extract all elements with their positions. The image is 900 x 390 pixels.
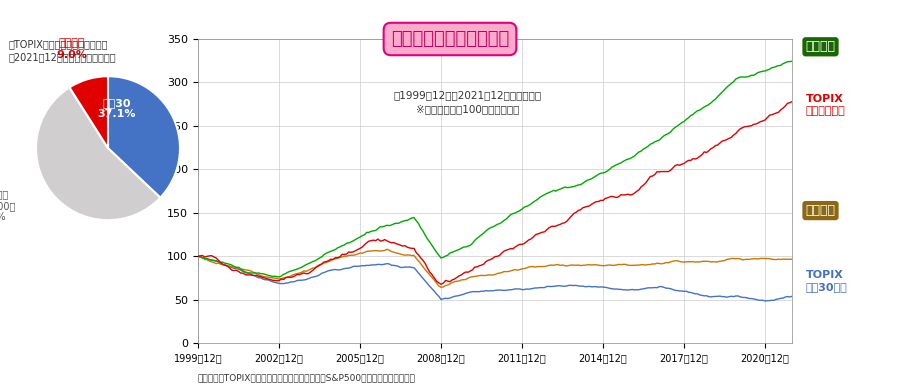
Text: 日本株式：TOPIX（東証株価指数）、米国株式：S&P500指数（米ドルベース）: 日本株式：TOPIX（東証株価指数）、米国株式：S&P500指数（米ドルベース） [198,373,416,382]
Text: 米国株式: 米国株式 [806,40,835,53]
Text: TOPIX
スモール指数: TOPIX スモール指数 [806,94,845,117]
Wedge shape [36,87,160,220]
Text: TOPIX
コア30指数: TOPIX コア30指数 [806,269,847,292]
Text: （1999年12月～2021年12月：月末値）
※グラフ起点を100として指数化: （1999年12月～2021年12月：月末値） ※グラフ起点を100として指数化 [394,90,542,114]
Text: 日本株式: 日本株式 [806,204,835,217]
Wedge shape [69,76,108,148]
Text: 主な日米株価指数の推移: 主な日米株価指数の推移 [391,30,509,48]
Wedge shape [108,76,180,198]
Text: コア30
37.1%: コア30 37.1% [98,98,136,119]
Text: スモール
9.0%: スモール 9.0% [57,38,87,60]
Text: 時価総額順位
31位～500位
54.0%: 時価総額順位 31位～500位 54.0% [0,189,15,222]
Text: 【TOPIXの規模別時価総額比率】
（2021年12月末、浮動株ベース）: 【TOPIXの規模別時価総額比率】 （2021年12月末、浮動株ベース） [9,39,117,62]
